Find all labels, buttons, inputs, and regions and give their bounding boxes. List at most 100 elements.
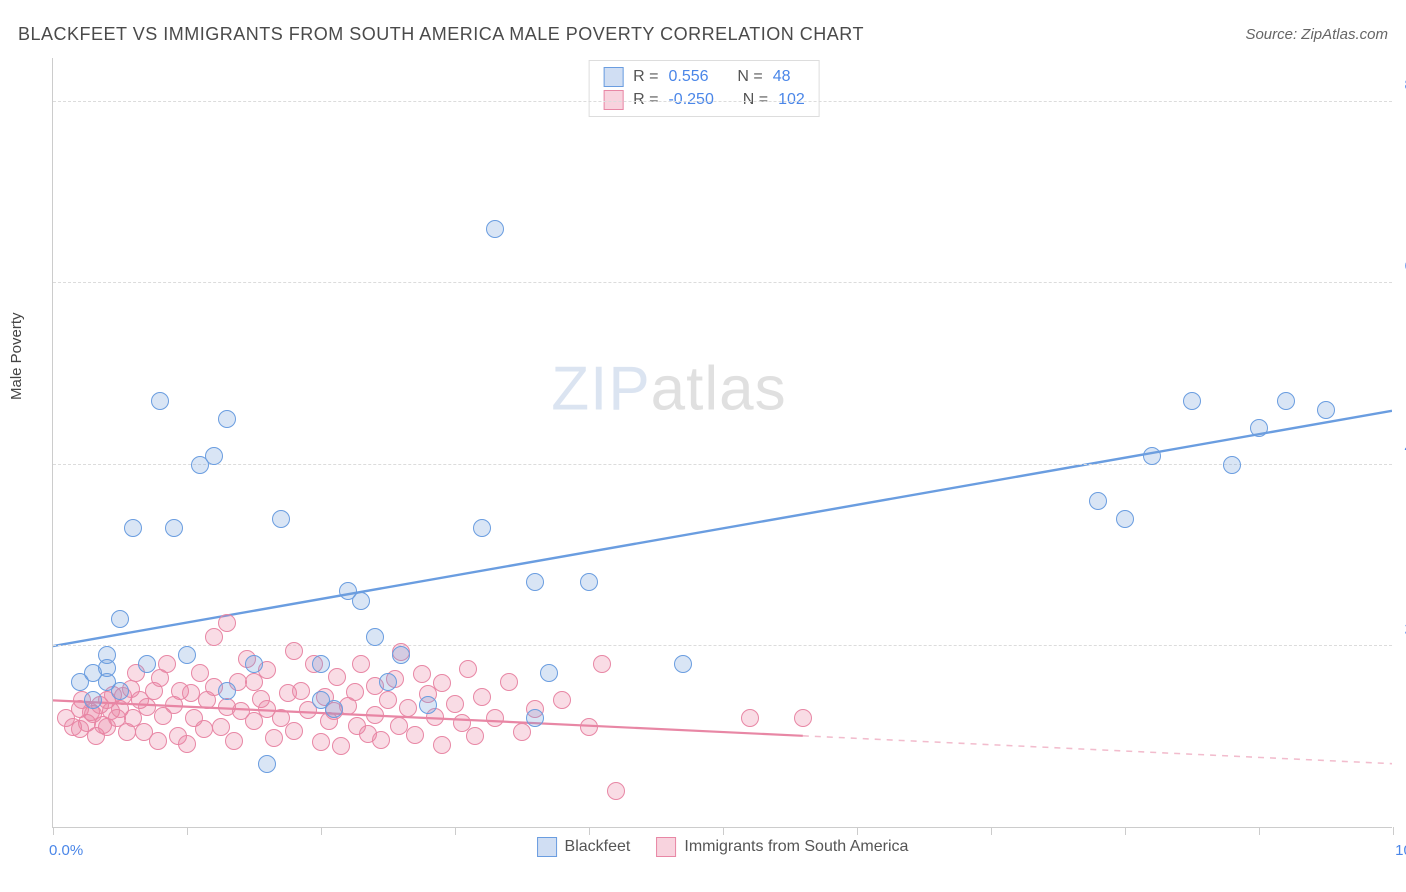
data-point xyxy=(553,691,571,709)
data-point xyxy=(433,736,451,754)
data-point xyxy=(138,655,156,673)
legend-row-blackfeet: R = 0.556 N = 48 xyxy=(603,67,805,87)
data-point xyxy=(500,673,518,691)
data-point xyxy=(399,699,417,717)
data-point xyxy=(124,519,142,537)
data-point xyxy=(258,755,276,773)
data-point xyxy=(272,510,290,528)
data-point xyxy=(741,709,759,727)
watermark: ZIPatlas xyxy=(551,353,786,424)
data-point xyxy=(1250,419,1268,437)
data-point xyxy=(593,655,611,673)
data-point xyxy=(138,698,156,716)
x-tick xyxy=(991,827,992,835)
swatch-pink-icon xyxy=(603,90,623,110)
data-point xyxy=(178,735,196,753)
data-point xyxy=(178,646,196,664)
data-point xyxy=(366,628,384,646)
gridline xyxy=(53,464,1392,465)
data-point xyxy=(513,723,531,741)
legend-item-blackfeet: Blackfeet xyxy=(537,837,631,857)
data-point xyxy=(1143,447,1161,465)
data-point xyxy=(366,706,384,724)
legend-row-immigrants: R = -0.250 N = 102 xyxy=(603,90,805,110)
data-point xyxy=(352,592,370,610)
data-point xyxy=(1089,492,1107,510)
data-point xyxy=(580,718,598,736)
x-tick xyxy=(589,827,590,835)
swatch-pink-icon xyxy=(656,837,676,857)
data-point xyxy=(473,688,491,706)
data-point xyxy=(218,410,236,428)
data-point xyxy=(526,709,544,727)
data-point xyxy=(540,664,558,682)
data-point xyxy=(486,709,504,727)
data-point xyxy=(379,673,397,691)
data-point xyxy=(1277,392,1295,410)
source-label: Source: ZipAtlas.com xyxy=(1245,26,1388,43)
gridline xyxy=(53,101,1392,102)
data-point xyxy=(218,682,236,700)
x-tick-0: 0.0% xyxy=(49,842,83,859)
x-tick xyxy=(1259,827,1260,835)
data-point xyxy=(218,614,236,632)
data-point xyxy=(111,682,129,700)
data-point xyxy=(292,682,310,700)
chart-title: BLACKFEET VS IMMIGRANTS FROM SOUTH AMERI… xyxy=(18,24,864,45)
data-point xyxy=(312,733,330,751)
data-point xyxy=(149,732,167,750)
legend-item-immigrants: Immigrants from South America xyxy=(656,837,908,857)
data-point xyxy=(285,642,303,660)
data-point xyxy=(328,668,346,686)
y-axis-label: Male Poverty xyxy=(8,312,25,400)
data-point xyxy=(526,573,544,591)
x-tick xyxy=(857,827,858,835)
x-tick xyxy=(321,827,322,835)
data-point xyxy=(379,691,397,709)
data-point xyxy=(1223,456,1241,474)
data-point xyxy=(607,782,625,800)
data-point xyxy=(1116,510,1134,528)
x-tick xyxy=(723,827,724,835)
gridline xyxy=(53,282,1392,283)
data-point xyxy=(312,655,330,673)
x-tick xyxy=(53,827,54,835)
data-point xyxy=(446,695,464,713)
data-point xyxy=(419,696,437,714)
data-point xyxy=(372,731,390,749)
data-point xyxy=(406,726,424,744)
swatch-blue-icon xyxy=(537,837,557,857)
data-point xyxy=(433,674,451,692)
x-tick xyxy=(1393,827,1394,835)
legend-series: Blackfeet Immigrants from South America xyxy=(537,837,909,857)
data-point xyxy=(151,392,169,410)
swatch-blue-icon xyxy=(603,67,623,87)
data-point xyxy=(352,655,370,673)
data-point xyxy=(580,573,598,591)
data-point xyxy=(473,519,491,537)
data-point xyxy=(245,655,263,673)
data-point xyxy=(111,610,129,628)
data-point xyxy=(392,646,410,664)
data-point xyxy=(205,628,223,646)
data-point xyxy=(346,683,364,701)
data-point xyxy=(265,729,283,747)
x-tick xyxy=(455,827,456,835)
data-point xyxy=(459,660,477,678)
data-point xyxy=(674,655,692,673)
data-point xyxy=(205,447,223,465)
data-point xyxy=(158,655,176,673)
data-point xyxy=(794,709,812,727)
data-point xyxy=(165,519,183,537)
data-point xyxy=(225,732,243,750)
data-point xyxy=(285,722,303,740)
x-tick-100: 100.0% xyxy=(1395,842,1406,859)
data-point xyxy=(332,737,350,755)
data-point xyxy=(486,220,504,238)
x-tick xyxy=(1125,827,1126,835)
data-point xyxy=(325,700,343,718)
gridline xyxy=(53,645,1392,646)
data-point xyxy=(413,665,431,683)
plot-area: ZIPatlas R = 0.556 N = 48 R = -0.250 N =… xyxy=(52,58,1392,828)
data-point xyxy=(1183,392,1201,410)
